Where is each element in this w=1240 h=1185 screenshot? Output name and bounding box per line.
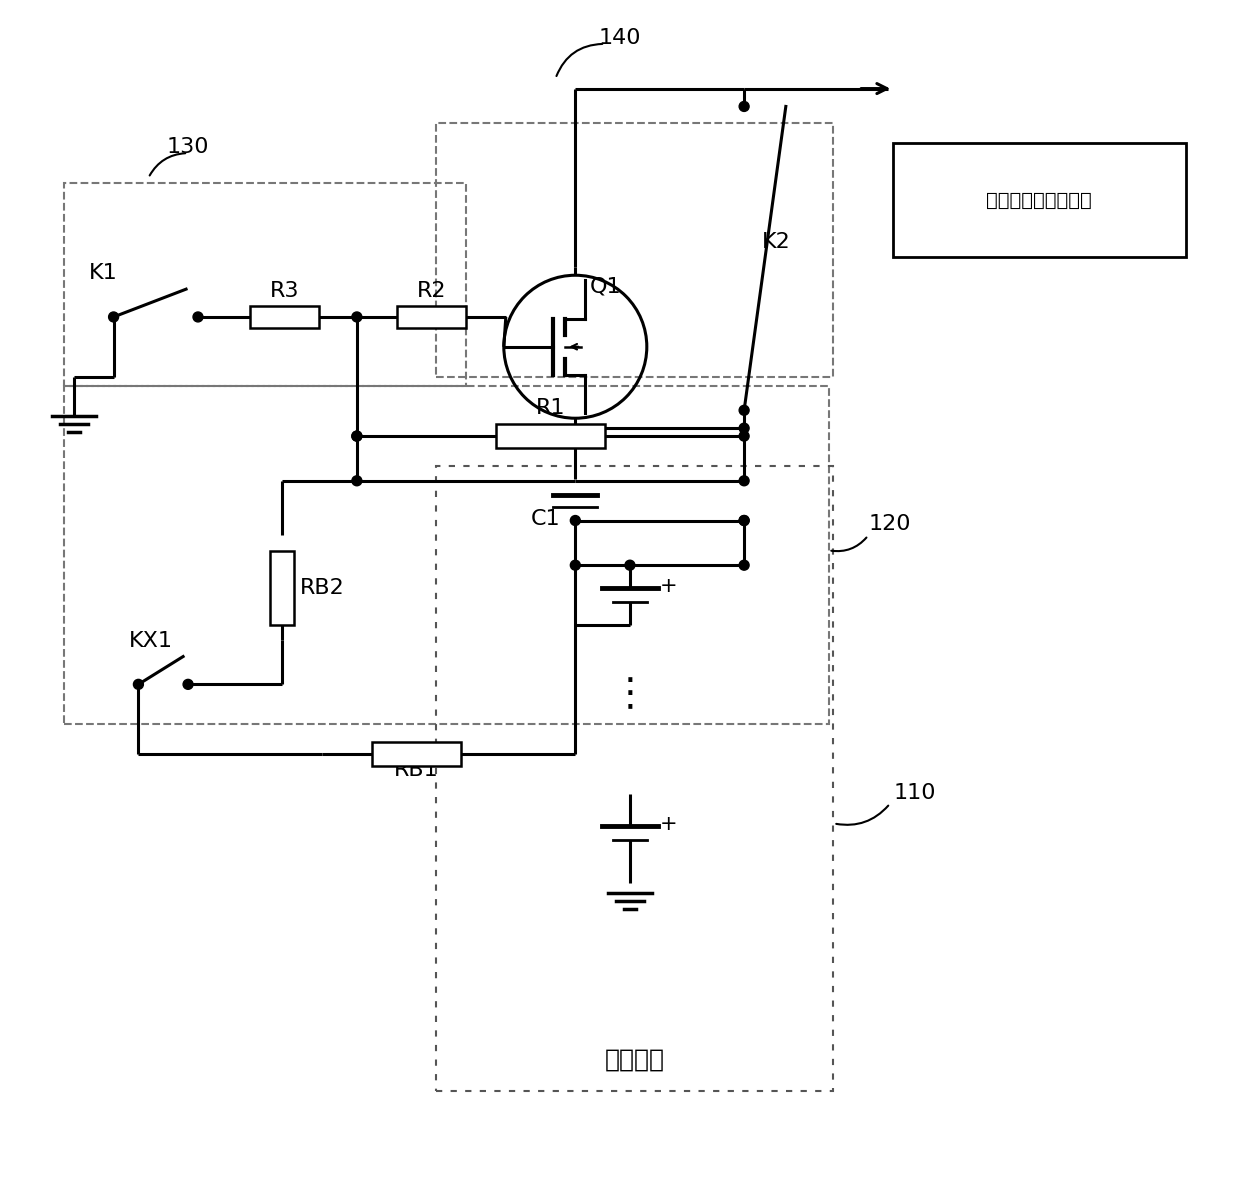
Text: +: +	[660, 814, 677, 834]
Text: R3: R3	[269, 281, 299, 301]
Circle shape	[134, 679, 144, 690]
Circle shape	[739, 515, 749, 525]
Circle shape	[570, 515, 580, 525]
Text: K2: K2	[763, 232, 791, 252]
Circle shape	[739, 476, 749, 486]
Circle shape	[184, 679, 193, 690]
Circle shape	[739, 423, 749, 434]
Circle shape	[570, 561, 580, 570]
Circle shape	[352, 431, 362, 441]
Circle shape	[739, 102, 749, 111]
Text: ⋮: ⋮	[610, 675, 650, 713]
Bar	[436, 466, 833, 1091]
Circle shape	[352, 476, 362, 486]
Bar	[372, 742, 461, 766]
Bar	[270, 551, 294, 626]
Bar	[397, 306, 466, 328]
Text: C1: C1	[531, 510, 560, 530]
Text: RB2: RB2	[300, 578, 345, 598]
Text: RB1: RB1	[394, 760, 439, 780]
Circle shape	[739, 405, 749, 415]
Bar	[64, 182, 466, 386]
Text: KX1: KX1	[129, 630, 172, 651]
Text: Q1: Q1	[590, 276, 621, 296]
Text: K1: K1	[89, 263, 118, 283]
Circle shape	[109, 312, 119, 322]
Text: 蓄电池组: 蓄电池组	[605, 1048, 665, 1071]
Text: 110: 110	[893, 782, 935, 802]
Text: 卫星不调节母线系统: 卫星不调节母线系统	[986, 191, 1092, 210]
Bar	[64, 386, 828, 724]
Text: R2: R2	[417, 281, 446, 301]
Text: 120: 120	[868, 514, 910, 534]
Circle shape	[625, 561, 635, 570]
Circle shape	[739, 431, 749, 441]
Bar	[436, 123, 833, 377]
Circle shape	[739, 515, 749, 525]
Bar	[249, 306, 319, 328]
Text: 130: 130	[167, 137, 210, 158]
Circle shape	[193, 312, 203, 322]
Text: 140: 140	[599, 28, 641, 47]
Circle shape	[739, 561, 749, 570]
Bar	[496, 424, 605, 448]
Text: R1: R1	[536, 398, 565, 418]
Circle shape	[352, 431, 362, 441]
Bar	[893, 143, 1185, 257]
Circle shape	[352, 312, 362, 322]
Text: +: +	[660, 576, 677, 596]
